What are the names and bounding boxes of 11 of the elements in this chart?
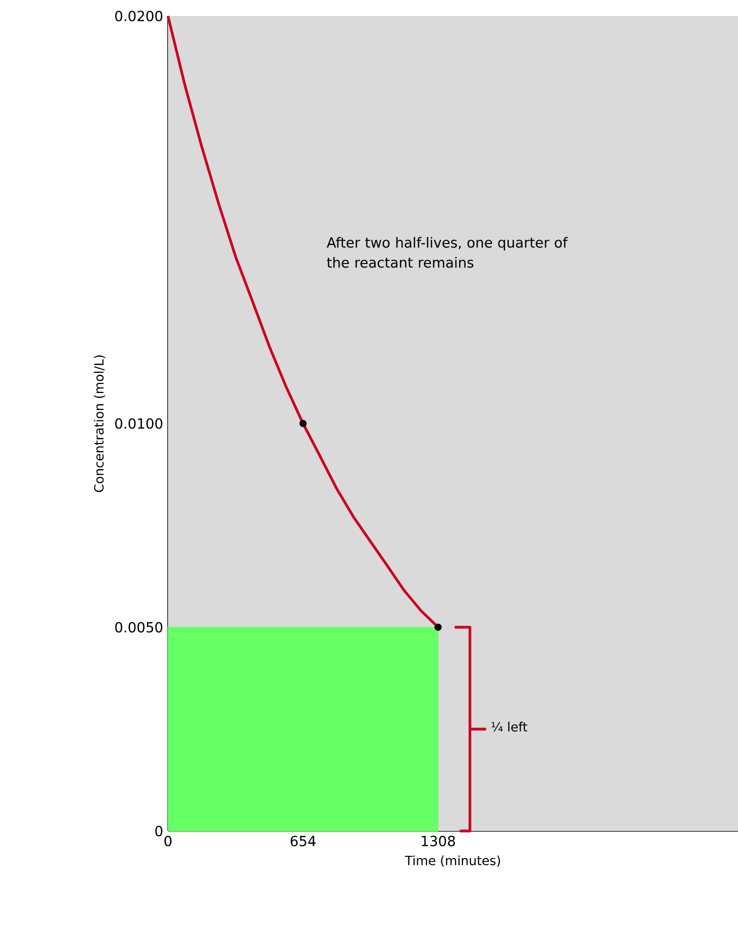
y-tick-label: 0 <box>155 826 162 836</box>
x-tick-label: 0 <box>164 836 172 846</box>
y-tick-label: 0.0100 <box>115 418 162 429</box>
x-axis-title: Time (minutes) <box>404 855 500 867</box>
y-tick-label: 0.0200 <box>115 10 162 22</box>
y-axis-title: Concentration (mol/L) <box>94 355 106 492</box>
x-tick-label: 1308 <box>422 836 455 846</box>
annotation: After two half-lives, one quarter of the reactant remains <box>326 236 568 268</box>
annotation: ¼ left <box>492 722 528 732</box>
y-tick-label: 0.0050 <box>115 622 162 633</box>
x-tick-label: 654 <box>290 836 316 846</box>
